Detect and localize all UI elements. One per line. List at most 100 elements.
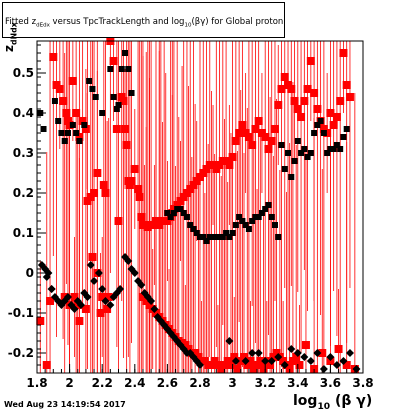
data-point [345,93,354,101]
y-tick-label: 0.5 [13,66,34,80]
data-point [262,206,269,212]
x-tick-label: 3.6 [320,376,341,390]
data-point [86,261,95,269]
data-point [47,285,56,293]
data-point [287,345,296,353]
data-point [112,125,121,133]
y-tick-label: 0.3 [13,146,34,160]
data-point [287,85,296,93]
data-point [180,210,187,216]
data-point [106,301,115,309]
data-point [317,118,324,124]
data-point [298,150,305,156]
data-point [210,234,217,240]
data-point [254,117,263,125]
data-point [306,57,315,65]
data-point [254,349,263,357]
data-point [326,353,335,361]
data-point [256,357,265,365]
data-point [281,166,288,172]
data-point [313,349,322,357]
data-point [81,305,90,313]
data-point [300,353,309,361]
data-point [59,97,68,105]
data-point [167,214,174,220]
x-tick-label: 1.8 [26,376,47,390]
data-point [245,226,252,232]
y-axis-label: zdNdx [2,22,19,52]
data-point [320,130,327,136]
timestamp: Wed Aug 23 14:19:54 2017 [4,400,126,409]
data-point [147,297,156,305]
y-tick-label: 0 [26,266,34,280]
data-point [58,130,65,136]
data-point [337,146,344,152]
data-point [116,285,125,293]
data-point [36,317,45,325]
chart-title: Fitted zdEdx versus TpcTrackLength and l… [5,17,284,29]
data-point [183,214,190,220]
x-tick-label: 3.4 [287,376,308,390]
x-tick-label: 3 [228,376,236,390]
data-point [291,158,298,164]
data-point [70,293,79,301]
data-point [72,109,81,117]
data-point [225,161,234,169]
y-tick-label: -0.1 [8,306,34,320]
data-point [190,226,197,232]
data-point [258,210,265,216]
data-point [319,365,328,373]
x-tick-label: 3.2 [255,376,276,390]
data-point [340,134,347,140]
data-point [240,353,249,361]
data-point [113,106,120,112]
data-point [177,206,184,212]
x-axis-ticks: 1.8 2 2.2 2.4 2.6 2.8 3 3.2 3.4 3.6 3.8 [26,364,374,390]
data-point [231,137,240,145]
data-point [339,49,348,57]
data-point [55,85,64,93]
x-tick-label: 2 [65,376,73,390]
data-point [306,357,315,365]
data-point [295,361,304,369]
data-point [89,86,96,92]
data-point [193,230,200,236]
data-point [81,125,90,133]
data-point [114,217,123,225]
data-point [336,97,345,105]
data-point [255,214,262,220]
data-point [76,138,83,144]
x-tick-label: 2.8 [189,376,210,390]
data-point [280,73,289,81]
data-point [313,105,322,113]
data-point [277,85,286,93]
data-point [265,202,272,208]
data-point [223,230,230,236]
y-tick-label: 0.1 [13,226,34,240]
data-point [274,101,283,109]
data-point [266,361,275,369]
data-point [293,349,302,357]
data-point [242,222,249,228]
data-point [90,189,99,197]
data-point [119,97,128,105]
data-point [122,50,129,56]
data-point [81,122,88,128]
data-point [104,293,113,301]
y-axis-ticks: -0.2 -0.1 0 0.1 0.2 0.3 0.4 0.5 [8,44,46,374]
data-point [248,141,257,149]
data-point [51,98,58,104]
data-point [109,57,118,65]
data-point [332,361,341,369]
data-point [235,129,244,137]
data-point [274,353,283,361]
data-point [63,293,72,301]
data-point [232,222,239,228]
data-point [98,293,107,301]
data-point [318,349,327,357]
data-point [107,66,114,72]
x-tick-label: 2.2 [92,376,113,390]
data-point [216,234,223,240]
data-point [134,185,143,193]
data-point [290,97,299,105]
